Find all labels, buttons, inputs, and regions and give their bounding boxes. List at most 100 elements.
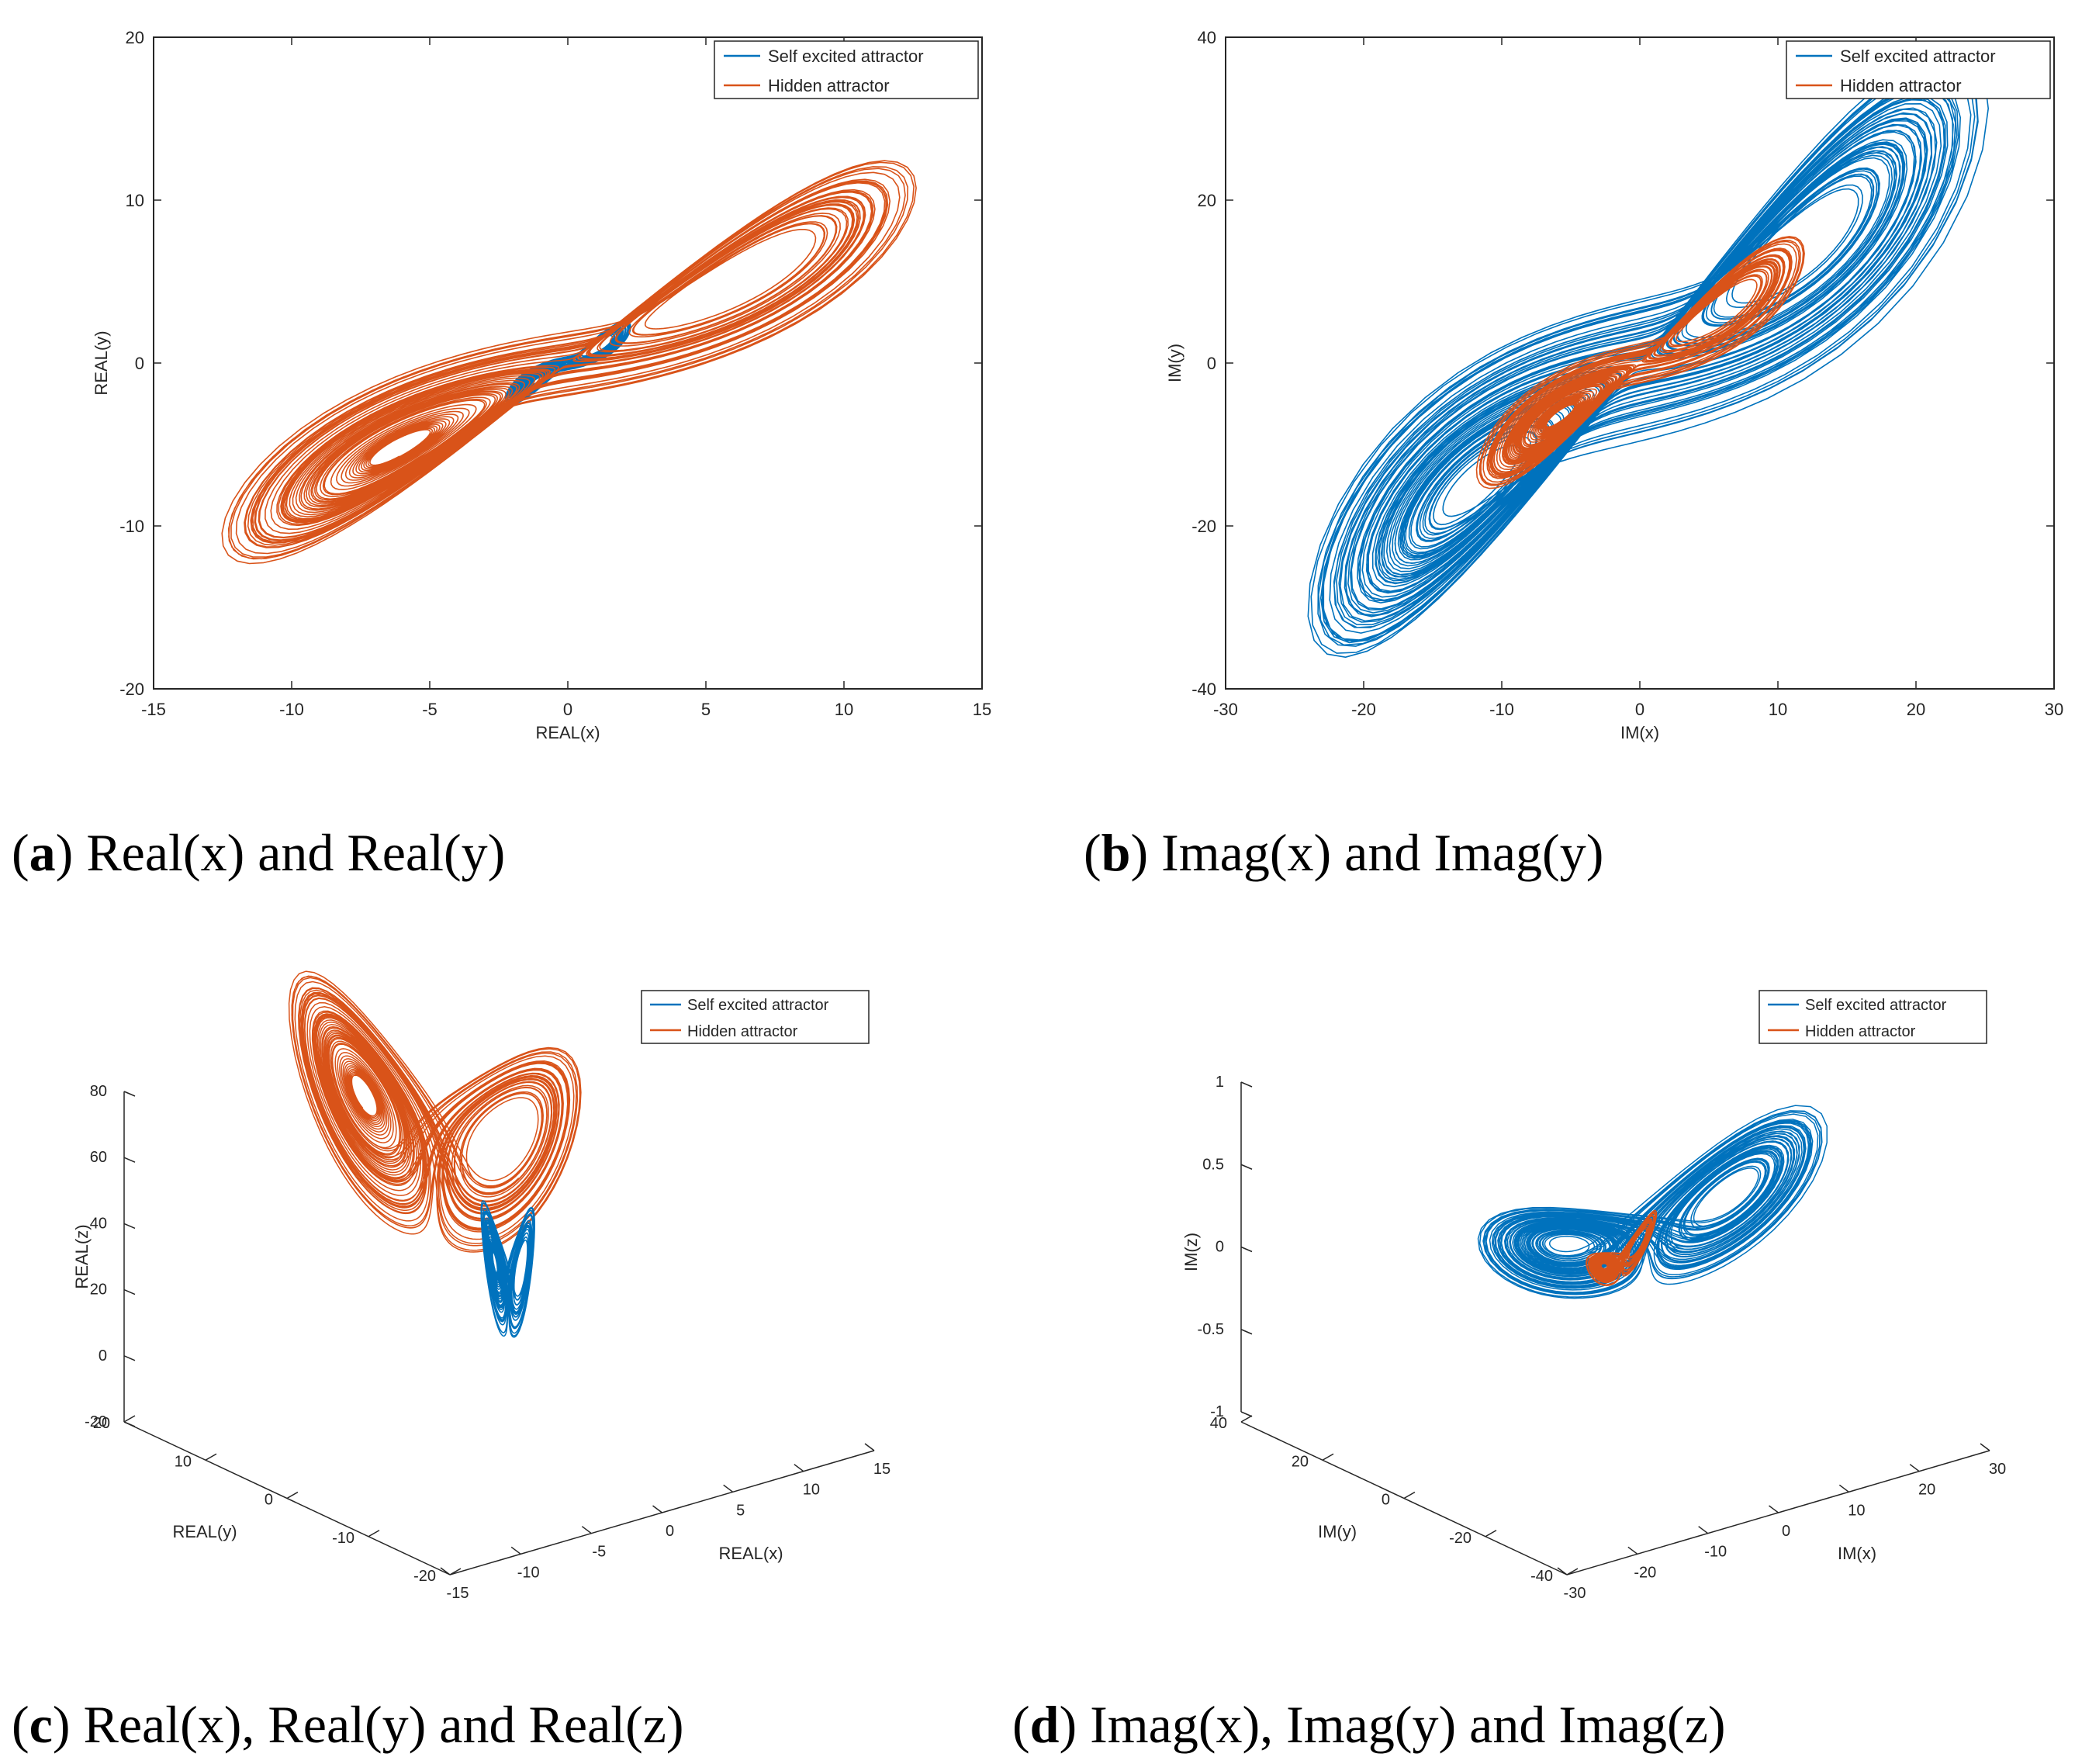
panel-b-legend: Self excited attractor Hidden attractor bbox=[1786, 40, 2051, 99]
y-tick-mark bbox=[205, 1453, 217, 1461]
x-tick-label: -10 bbox=[1489, 700, 1514, 719]
z-tick-mark bbox=[1240, 1246, 1253, 1253]
y-tick-mark bbox=[1485, 1530, 1497, 1537]
y-tick-label: -20 bbox=[119, 680, 144, 699]
panel-a-legend-self: Self excited attractor bbox=[768, 47, 924, 66]
y-tick-mark bbox=[1403, 1491, 1416, 1499]
y-tick-label: -40 bbox=[1191, 680, 1216, 699]
self-excited-trajectory bbox=[1477, 1105, 1828, 1299]
panel-c: -20 0 20 40 60 80 20 10 0 -10 -20 -15 -10 -5 0 5 10 15 RE… bbox=[12, 970, 891, 1754]
self-excited-trajectory bbox=[1307, 49, 1989, 658]
x-tick-label: -30 bbox=[1564, 1585, 1586, 1602]
y-tick-label: 40 bbox=[1210, 1415, 1227, 1432]
y-tick-label: -40 bbox=[1530, 1568, 1553, 1585]
panel-b-legend-hidden: Hidden attractor bbox=[1840, 76, 1962, 95]
panel-d-axes: -1 -0.5 0 0.5 1 40 20 0 -20 -40 -30 -20 -10 0 10 20 30 bbox=[1198, 1074, 2007, 1602]
y-tick-label: -10 bbox=[332, 1530, 354, 1547]
panel-a-ticks: -15 -10 -5 0 5 10 15 -20 -10 0 10 20 bbox=[119, 28, 991, 719]
y-tick-label: -20 bbox=[413, 1568, 436, 1585]
x-tick-mark bbox=[652, 1505, 662, 1513]
y-tick-label: 20 bbox=[1292, 1453, 1309, 1470]
panel-a-traces bbox=[221, 160, 917, 565]
z-tick-label: 20 bbox=[90, 1281, 107, 1299]
x-tick-label: 20 bbox=[1918, 1482, 1935, 1499]
x-tick-label: -15 bbox=[141, 700, 166, 719]
x-tick-label: -20 bbox=[1634, 1564, 1656, 1581]
panel-d-caption-label: d bbox=[1030, 1695, 1060, 1754]
y-tick-label: 20 bbox=[93, 1415, 110, 1432]
x-tick-mark bbox=[1769, 1505, 1779, 1513]
z-tick-label: -1 bbox=[1210, 1403, 1224, 1420]
y-tick-label: 0 bbox=[135, 354, 144, 373]
x-tick-mark bbox=[1909, 1464, 1920, 1472]
z-tick-mark bbox=[1240, 1164, 1253, 1170]
y-tick-label: 10 bbox=[126, 191, 144, 210]
z-tick-mark bbox=[123, 1223, 136, 1230]
panel-d-traces bbox=[1477, 1105, 1828, 1299]
y-tick-label: -20 bbox=[1191, 517, 1216, 536]
x-tick-label: 10 bbox=[1769, 700, 1787, 719]
z-tick-mark bbox=[1240, 1081, 1253, 1088]
z-tick-label: 80 bbox=[90, 1083, 107, 1100]
panel-c-traces bbox=[288, 970, 582, 1338]
panel-a-caption-text: Real(x) and Real(y) bbox=[86, 823, 505, 882]
x-tick-label: 5 bbox=[736, 1502, 745, 1519]
y-tick-label: 0 bbox=[1207, 354, 1216, 373]
panel-b-traces bbox=[1307, 49, 1989, 658]
panel-c-caption: (c) Real(x), Real(y) and Real(z) bbox=[12, 1695, 684, 1754]
x-tick-label: 0 bbox=[1635, 700, 1644, 719]
panel-b-caption: (b) Imag(x) and Imag(y) bbox=[1084, 823, 1603, 882]
x-tick-label: 0 bbox=[563, 700, 572, 719]
z-tick-label: 40 bbox=[90, 1215, 107, 1232]
panel-c-zlabel: REAL(z) bbox=[72, 1224, 92, 1288]
panel-d-zlabel: IM(z) bbox=[1181, 1233, 1201, 1271]
panel-a-legend: Self excited attractor Hidden attractor bbox=[714, 40, 979, 99]
panel-a-caption: (a) Real(x) and Real(y) bbox=[12, 823, 505, 882]
x-tick-label: 0 bbox=[1782, 1523, 1790, 1540]
x-tick-label: 5 bbox=[701, 700, 711, 719]
self-excited-trajectory bbox=[480, 1200, 535, 1338]
y-tick-mark bbox=[286, 1491, 299, 1499]
hidden-trajectory bbox=[288, 970, 582, 1253]
z-tick-mark bbox=[123, 1157, 136, 1163]
z-tick-label: -20 bbox=[85, 1413, 107, 1430]
x-tick-mark bbox=[1698, 1526, 1709, 1534]
panel-d-legend-self: Self excited attractor bbox=[1805, 997, 1947, 1014]
y-tick-label: 40 bbox=[1198, 28, 1216, 47]
panel-c-legend: Self excited attractor Hidden attractor bbox=[641, 990, 870, 1044]
x-tick-label: 30 bbox=[2045, 700, 2063, 719]
x-tick-mark bbox=[1557, 1567, 1568, 1575]
x-tick-label: -10 bbox=[279, 700, 304, 719]
z-tick-label: 0 bbox=[1216, 1239, 1224, 1256]
z-tick-mark bbox=[1240, 1411, 1253, 1417]
panel-c-legend-hidden: Hidden attractor bbox=[687, 1023, 798, 1040]
y-tick-label: 0 bbox=[265, 1492, 273, 1509]
panel-c-legend-box bbox=[641, 990, 870, 1044]
panel-a-ylabel: REAL(y) bbox=[92, 330, 111, 395]
x-tick-label: -15 bbox=[447, 1585, 469, 1602]
z-tick-mark bbox=[123, 1288, 136, 1295]
x-tick-mark bbox=[581, 1526, 592, 1534]
panel-c-xlabel: REAL(x) bbox=[718, 1544, 783, 1563]
z-tick-label: -0.5 bbox=[1198, 1321, 1224, 1338]
hidden-trajectory bbox=[1586, 1209, 1658, 1287]
y-tick-label: -10 bbox=[119, 517, 144, 536]
z-tick-label: 0.5 bbox=[1202, 1156, 1224, 1173]
panel-a-legend-hidden: Hidden attractor bbox=[768, 76, 890, 95]
hidden-trajectory bbox=[221, 160, 917, 565]
x-tick-label: 10 bbox=[835, 700, 853, 719]
y-tick-label: -20 bbox=[1449, 1530, 1472, 1547]
x-tick-label: 10 bbox=[1848, 1502, 1865, 1519]
panel-b-legend-box bbox=[1786, 40, 2051, 99]
panel-c-axes: -20 0 20 40 60 80 20 10 0 -10 -20 -15 -10 -5 0 5 10 15 bbox=[85, 1083, 891, 1602]
panel-d-caption: (d) Imag(x), Imag(y) and Imag(z) bbox=[1012, 1695, 1726, 1754]
y-tick-mark bbox=[1322, 1453, 1334, 1461]
x-tick-label: -10 bbox=[1704, 1544, 1727, 1561]
x-tick-mark bbox=[510, 1546, 521, 1555]
hidden-trajectory bbox=[1475, 236, 1805, 489]
panel-d-xlabel: IM(x) bbox=[1838, 1544, 1876, 1563]
panel-d-legend-hidden: Hidden attractor bbox=[1805, 1023, 1916, 1040]
x-tick-mark bbox=[794, 1464, 804, 1472]
panel-a-caption-label: a bbox=[29, 823, 56, 882]
